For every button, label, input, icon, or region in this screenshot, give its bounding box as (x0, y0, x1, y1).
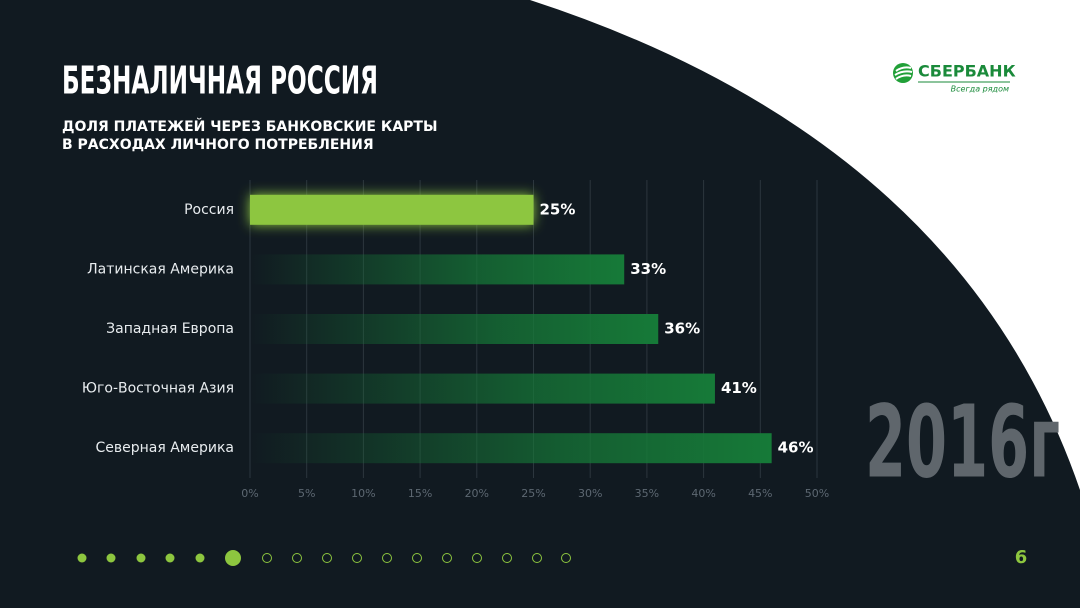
bar (250, 373, 715, 404)
page-dot (77, 553, 87, 563)
x-tick-label: 30% (578, 487, 602, 500)
x-tick-label: 35% (635, 487, 659, 500)
value-label: 36% (664, 320, 700, 338)
page-dot (472, 553, 482, 563)
page-dot (412, 553, 422, 563)
logo-icon (893, 63, 913, 83)
value-label: 25% (540, 200, 576, 218)
x-tick-label: 0% (241, 487, 258, 500)
page-dot (165, 553, 175, 563)
page-dot (106, 553, 116, 563)
logo-tagline: Всегда рядом (951, 85, 1009, 94)
value-label: 33% (630, 260, 666, 278)
x-tick-label: 20% (465, 487, 489, 500)
x-tick-label: 50% (805, 487, 829, 500)
page-dot-current (225, 550, 241, 566)
bar (250, 314, 659, 344)
page-dot (561, 553, 571, 563)
background-curve (530, 0, 1080, 490)
subtitle: В РАСХОДАХ ЛИЧНОГО ПОТРЕБЛЕНИЯ (62, 137, 374, 153)
category-label: Латинская Америка (87, 261, 234, 277)
x-tick-label: 15% (408, 487, 432, 500)
page-dot (292, 553, 302, 563)
bar (250, 254, 625, 285)
page-dot (502, 553, 512, 563)
page-dot (532, 553, 542, 563)
title: БЕЗНАЛИЧНАЯ РОССИЯ (62, 59, 378, 103)
bar (250, 194, 534, 225)
category-label: Западная Европа (106, 321, 234, 337)
page-dot (322, 553, 332, 563)
subtitle: ДОЛЯ ПЛАТЕЖЕЙ ЧЕРЕЗ БАНКОВСКИЕ КАРТЫ (62, 118, 437, 135)
page-number: 6 (1015, 547, 1028, 568)
page-dot (136, 553, 146, 563)
x-tick-label: 40% (691, 487, 715, 500)
logo-name: СБЕРБАНК (918, 62, 1016, 81)
x-tick-label: 25% (521, 487, 545, 500)
pagination (77, 550, 571, 566)
page-dot (382, 553, 392, 563)
x-tick-label: 45% (748, 487, 772, 500)
category-label: Россия (184, 202, 234, 218)
value-label: 46% (778, 439, 814, 457)
logo: СБЕРБАНК Всегда рядом (893, 62, 1016, 94)
page-dot (442, 553, 452, 563)
category-label: Северная Америка (95, 440, 234, 456)
year: 2016г (865, 383, 1060, 500)
x-tick-label: 5% (298, 487, 315, 500)
page-dot (262, 553, 272, 563)
category-label: Юго-Восточная Азия (82, 381, 234, 397)
bar (250, 433, 772, 464)
page-dot (195, 553, 205, 563)
x-tick-label: 10% (351, 487, 375, 500)
page-dot (352, 553, 362, 563)
value-label: 41% (721, 379, 757, 397)
